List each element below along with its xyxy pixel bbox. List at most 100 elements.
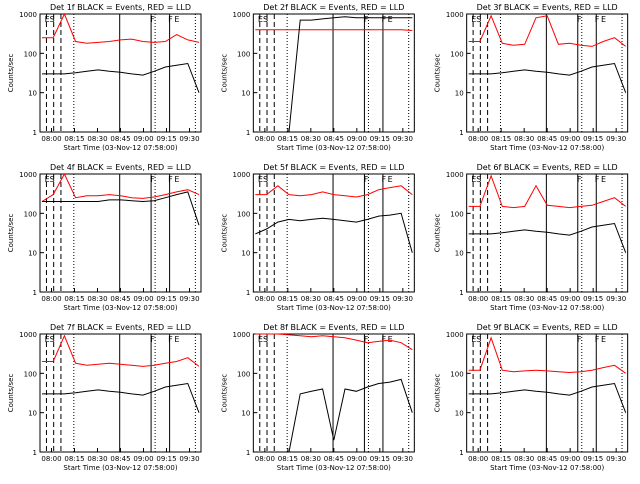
y-tick-label: 1 bbox=[33, 289, 37, 297]
x-tick-label: 09:00 bbox=[133, 295, 153, 303]
plot-frame bbox=[466, 333, 629, 453]
marker-label: F bbox=[577, 15, 582, 24]
x-tick-label: 08:30 bbox=[301, 135, 321, 143]
y-axis-label: Counts/sec bbox=[434, 214, 442, 253]
y-tick-label: 1000 bbox=[19, 171, 37, 179]
x-tick-label: 08:45 bbox=[537, 295, 557, 303]
plot-8: Det 8f BLACK = Events, RED = LLD 1 10 100 10… bbox=[220, 323, 415, 472]
series-line-1 bbox=[468, 222, 627, 253]
y-tick-label: 10 bbox=[28, 90, 37, 98]
series-line-1 bbox=[468, 62, 627, 93]
x-tick-label: 08:30 bbox=[514, 135, 534, 143]
x-axis-label: Start Time (03-Nov-12 07:58:00) bbox=[63, 304, 177, 312]
plot-7: Det 7f BLACK = Events, RED = LLD 1 10 100 10… bbox=[7, 323, 202, 472]
marker-label: F bbox=[595, 15, 600, 24]
plot-frame bbox=[39, 333, 202, 453]
marker-label: ES bbox=[45, 335, 55, 344]
x-tick-label: 08:15 bbox=[491, 135, 511, 143]
plot-frame bbox=[252, 13, 415, 133]
marker-label: ES bbox=[471, 335, 481, 344]
x-tick-label: 08:45 bbox=[110, 135, 130, 143]
marker-label: E bbox=[601, 15, 606, 24]
plot-6: Det 6f BLACK = Events, RED = LLD 1 10 100 10… bbox=[434, 163, 629, 312]
y-tick-label: 10 bbox=[241, 90, 250, 98]
y-tick-label: 100 bbox=[450, 210, 463, 218]
x-tick-label: 09:15 bbox=[583, 455, 603, 463]
marker-label: F bbox=[168, 335, 173, 344]
x-tick-label: 09:00 bbox=[347, 135, 367, 143]
x-tick-label: 08:15 bbox=[64, 455, 84, 463]
plot-frame bbox=[252, 333, 415, 453]
x-tick-label: 08:00 bbox=[468, 295, 488, 303]
x-tick-label: 08:00 bbox=[255, 455, 275, 463]
x-tick-label: 08:15 bbox=[278, 135, 298, 143]
x-tick-label: 08:30 bbox=[514, 455, 534, 463]
x-tick-label: 08:30 bbox=[301, 295, 321, 303]
y-tick-label: 100 bbox=[237, 370, 250, 378]
series-line-0 bbox=[468, 14, 627, 47]
x-tick-label: 09:30 bbox=[393, 135, 413, 143]
plot-3: Det 3f BLACK = Events, RED = LLD 1 10 100 10… bbox=[434, 3, 629, 152]
plot-title: Det 7f BLACK = Events, RED = LLD bbox=[50, 323, 191, 332]
marker-label: F bbox=[577, 175, 582, 184]
x-tick-label: 09:15 bbox=[583, 295, 603, 303]
marker-label: F bbox=[364, 335, 369, 344]
x-tick-label: 08:15 bbox=[491, 455, 511, 463]
marker-label: ES bbox=[258, 15, 268, 24]
x-tick-label: 08:30 bbox=[301, 455, 321, 463]
series-line-0 bbox=[468, 336, 626, 374]
plot-2: Det 2f BLACK = Events, RED = LLD 1 10 100 10… bbox=[220, 3, 415, 152]
marker-label: F bbox=[364, 15, 369, 24]
marker-label: F bbox=[577, 335, 582, 344]
y-tick-label: 100 bbox=[24, 370, 37, 378]
plot-4: Det 4f BLACK = Events, RED = LLD 1 10 100 10… bbox=[7, 163, 202, 312]
plot-title: Det 1f BLACK = Events, RED = LLD bbox=[50, 3, 191, 12]
y-tick-label: 100 bbox=[237, 50, 250, 58]
x-tick-label: 08:30 bbox=[87, 455, 107, 463]
plot-title: Det 5f BLACK = Events, RED = LLD bbox=[263, 163, 404, 172]
marker-label: F bbox=[595, 335, 600, 344]
marker-label: E bbox=[174, 335, 179, 344]
x-tick-label: 09:30 bbox=[393, 455, 413, 463]
series-line-1 bbox=[255, 16, 413, 133]
x-tick-label: 09:00 bbox=[560, 295, 580, 303]
x-tick-label: 08:00 bbox=[468, 455, 488, 463]
y-tick-label: 1 bbox=[459, 129, 463, 137]
y-tick-label: 1000 bbox=[233, 11, 251, 19]
x-tick-label: 09:15 bbox=[370, 455, 390, 463]
series-line-1 bbox=[42, 191, 200, 226]
marker-label: F bbox=[364, 175, 369, 184]
y-tick-label: 100 bbox=[237, 210, 250, 218]
x-tick-label: 09:00 bbox=[133, 455, 153, 463]
marker-label: E bbox=[388, 335, 393, 344]
y-axis-label: Counts/sec bbox=[220, 214, 228, 253]
series-line-0 bbox=[468, 174, 627, 209]
x-tick-label: 08:00 bbox=[41, 455, 61, 463]
x-axis-label: Start Time (03-Nov-12 07:58:00) bbox=[63, 464, 177, 472]
plot-9: Det 9f BLACK = Events, RED = LLD 1 10 100 10… bbox=[434, 323, 629, 472]
series-line-1 bbox=[255, 378, 413, 453]
marker-label: ES bbox=[471, 175, 481, 184]
x-tick-label: 09:30 bbox=[179, 295, 199, 303]
plot-frame bbox=[39, 13, 202, 133]
y-tick-label: 10 bbox=[455, 250, 464, 258]
marker-label: F bbox=[150, 335, 155, 344]
y-tick-label: 1 bbox=[459, 449, 463, 457]
y-axis-label: Counts/sec bbox=[434, 374, 442, 413]
x-tick-label: 08:15 bbox=[491, 295, 511, 303]
marker-label: E bbox=[601, 335, 606, 344]
x-tick-label: 09:30 bbox=[393, 295, 413, 303]
marker-label: ES bbox=[258, 175, 268, 184]
x-tick-label: 09:15 bbox=[156, 135, 176, 143]
x-tick-label: 08:30 bbox=[514, 295, 534, 303]
y-tick-label: 100 bbox=[450, 50, 463, 58]
y-tick-label: 1 bbox=[33, 449, 37, 457]
x-tick-label: 09:00 bbox=[347, 295, 367, 303]
marker-label: E bbox=[174, 15, 179, 24]
marker-label: F bbox=[168, 15, 173, 24]
y-tick-label: 1 bbox=[246, 289, 250, 297]
x-tick-label: 09:00 bbox=[560, 135, 580, 143]
x-tick-label: 08:45 bbox=[324, 135, 344, 143]
